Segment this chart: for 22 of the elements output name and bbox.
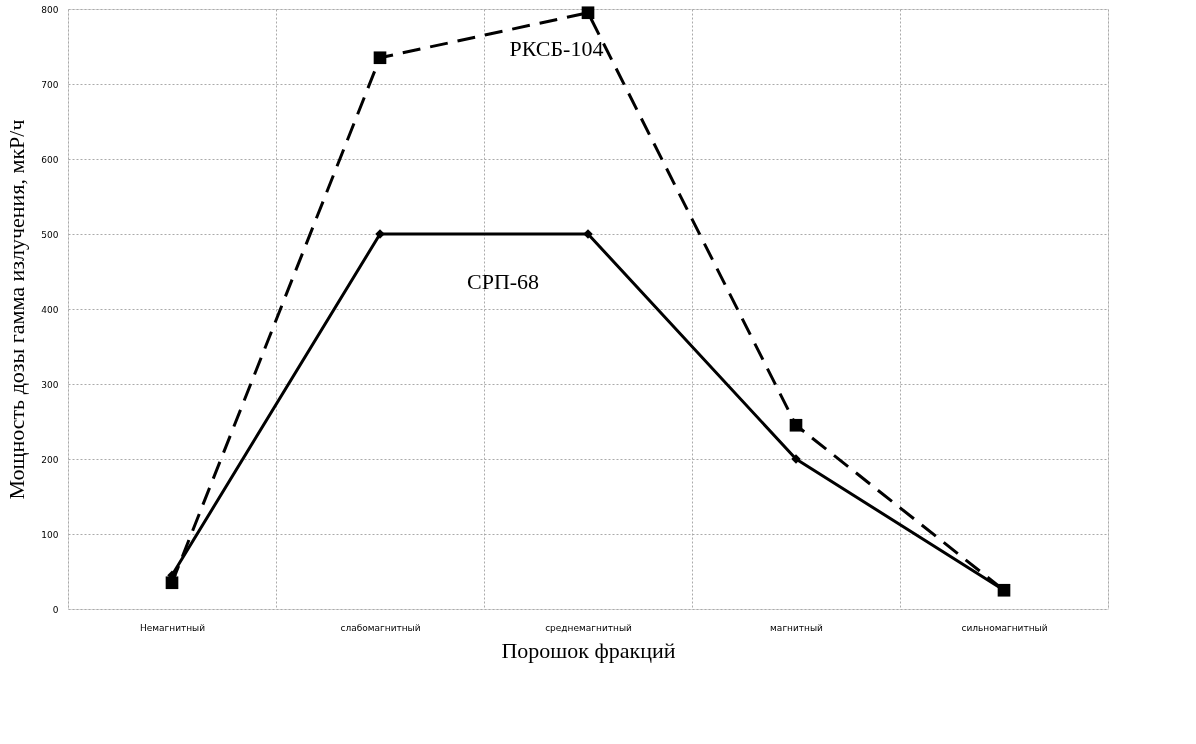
y-tick-label: 600 (41, 154, 59, 165)
x-tick-label: среднемагнитный (545, 622, 632, 633)
series-label: РКСБ-104 (509, 35, 604, 61)
y-tick-label: 700 (41, 79, 59, 90)
y-tick-label: 800 (41, 4, 59, 15)
point (789, 418, 803, 432)
point (165, 576, 179, 590)
x-tick-label: слабомагнитный (340, 622, 421, 633)
point (373, 51, 387, 65)
y-tick-label: 200 (41, 454, 59, 465)
point (581, 6, 595, 20)
y-tick-label: 300 (41, 379, 59, 390)
series-label: СРП-68 (466, 269, 540, 294)
y-tick-label: 400 (41, 304, 59, 315)
y-tick-label: 0 (52, 604, 59, 615)
x-tick-label: Немагнитный (139, 622, 206, 633)
y-axis-title: Мощность дозы гамма излучения, мкР/ч (4, 119, 30, 500)
y-tick-label: 100 (41, 529, 59, 540)
x-tick-label: сильномагнитный (961, 622, 1048, 633)
x-axis-title: Порошок фракций (501, 637, 676, 663)
x-tick-label: магнитный (770, 622, 824, 633)
y-tick-label: 500 (41, 229, 59, 240)
